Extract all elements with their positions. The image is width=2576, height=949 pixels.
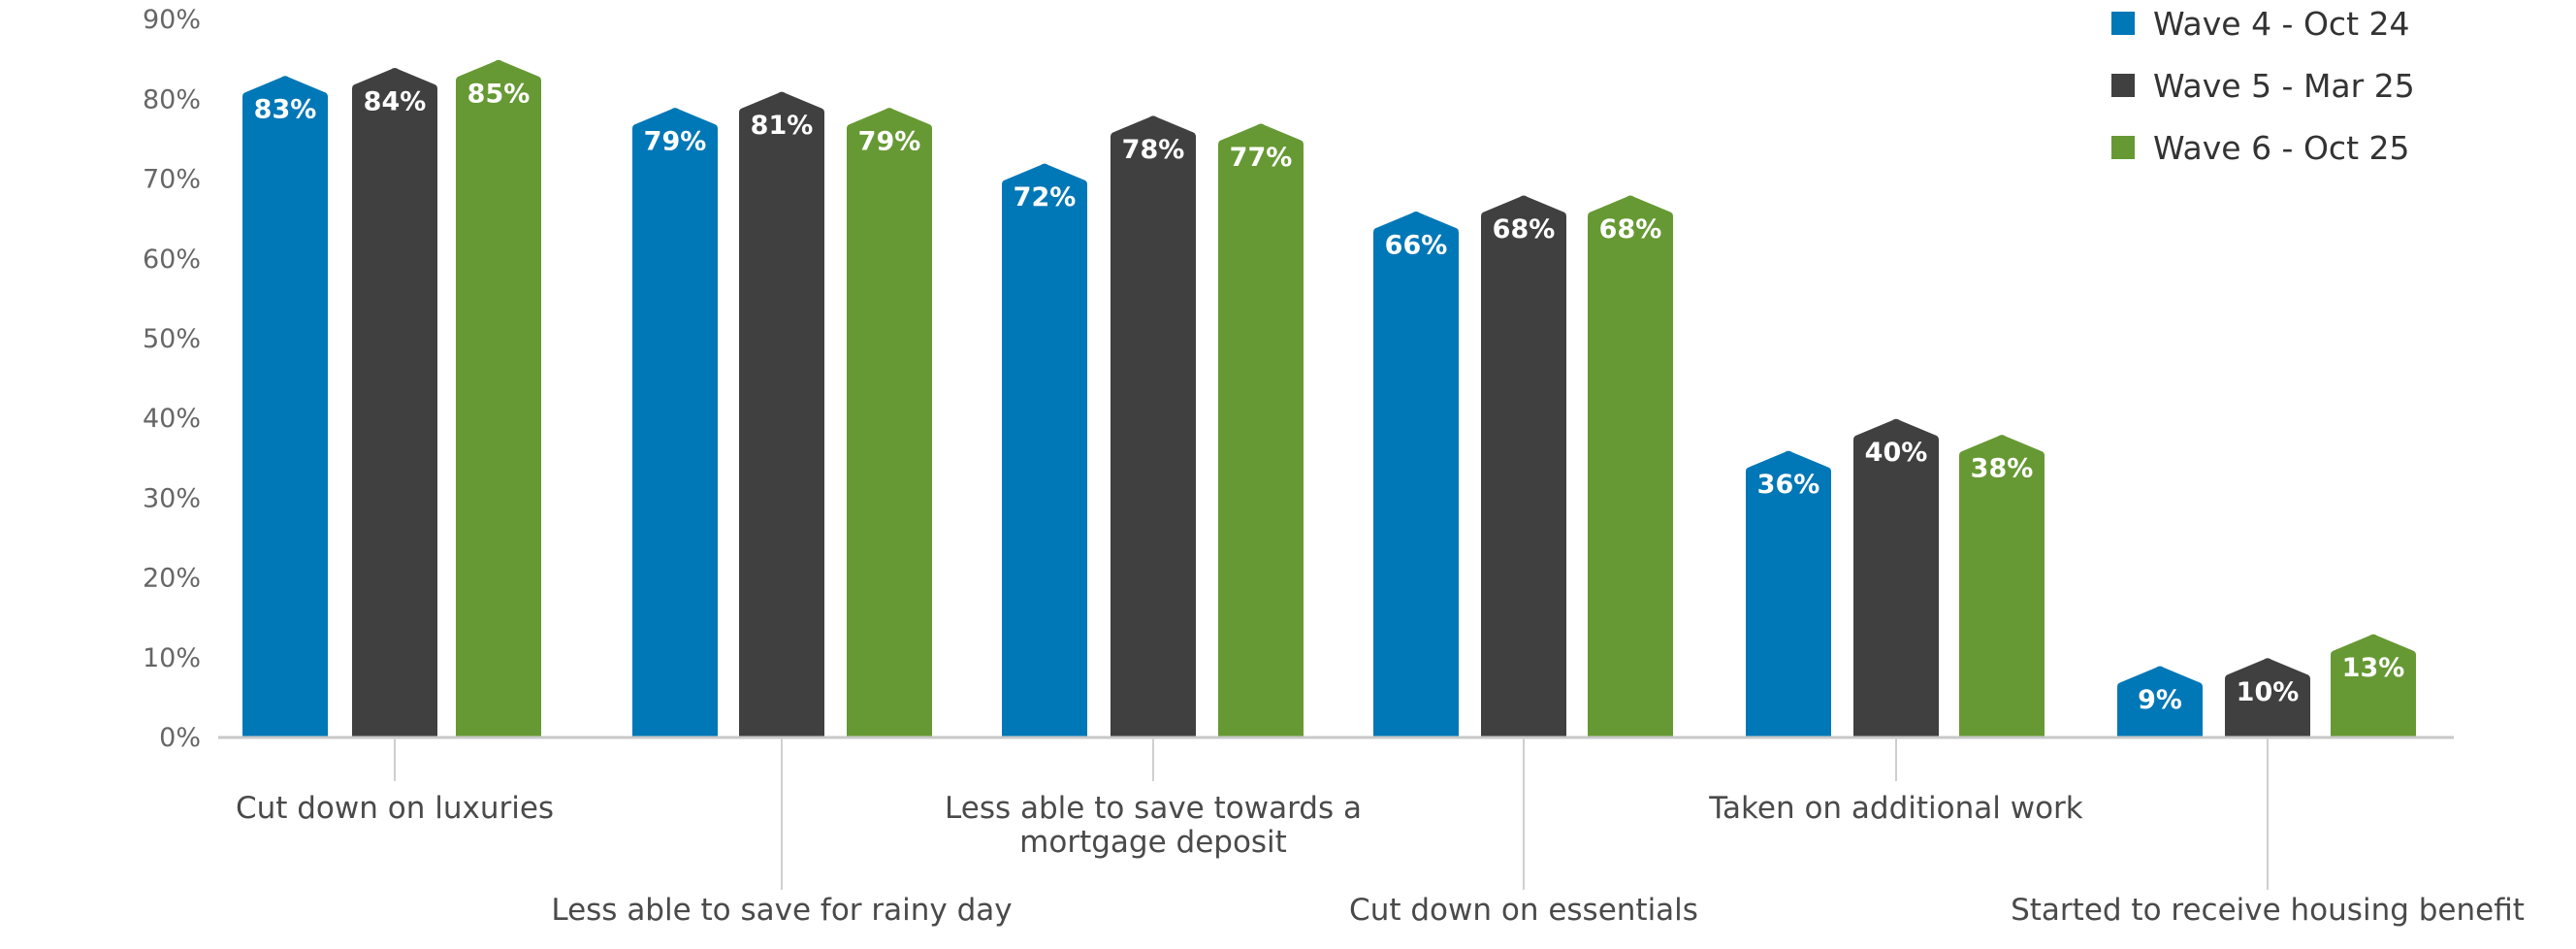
bar-1-2 bbox=[632, 108, 718, 738]
category-label: Started to receive housing benefit bbox=[2011, 893, 2525, 928]
bar-value-label: 79% bbox=[644, 127, 707, 157]
bar-value-label: 68% bbox=[1493, 214, 1556, 245]
legend: Wave 4 - Oct 24 Wave 5 - Mar 25 Wave 6 - O… bbox=[2111, 5, 2415, 167]
bar-1-3 bbox=[1002, 163, 1087, 737]
bar-2-4 bbox=[1481, 195, 1566, 738]
bar-1-5 bbox=[1746, 450, 1831, 737]
bar-1-4 bbox=[1373, 211, 1459, 738]
legend-swatch bbox=[2111, 12, 2135, 35]
bar-value-label: 81% bbox=[751, 111, 814, 141]
bar-2-6 bbox=[2225, 658, 2310, 737]
bar-1-6 bbox=[2117, 666, 2203, 737]
y-tick-label: 0% bbox=[159, 723, 201, 753]
legend-swatch bbox=[2111, 136, 2135, 159]
bar-2-5 bbox=[1853, 418, 1939, 737]
y-tick-label: 20% bbox=[143, 564, 201, 594]
bar-value-label: 85% bbox=[467, 79, 531, 109]
bar-value-label: 13% bbox=[2342, 653, 2405, 683]
bar-3-6 bbox=[2331, 634, 2416, 737]
bar-value-label: 68% bbox=[1599, 214, 1662, 245]
bar-3-4 bbox=[1588, 195, 1673, 738]
bar-value-label: 38% bbox=[1971, 454, 2034, 484]
bar-3-2 bbox=[847, 108, 932, 738]
bar-value-label: 84% bbox=[364, 87, 427, 117]
legend-label: Wave 6 - Oct 25 bbox=[2153, 129, 2409, 167]
category-label: Taken on additional work bbox=[1708, 791, 2083, 826]
legend-swatch bbox=[2111, 74, 2135, 97]
bar-2-1 bbox=[352, 68, 437, 737]
y-tick-label: 60% bbox=[143, 245, 201, 275]
bar-value-label: 66% bbox=[1385, 230, 1448, 260]
bar-value-label: 36% bbox=[1757, 470, 1820, 500]
bar-3-1 bbox=[456, 59, 541, 738]
legend-label: Wave 4 - Oct 24 bbox=[2153, 5, 2409, 43]
y-tick-label: 40% bbox=[143, 404, 201, 434]
y-tick-label: 90% bbox=[143, 5, 201, 35]
bar-3-5 bbox=[1959, 435, 2045, 737]
category-label: Cut down on luxuries bbox=[236, 791, 554, 826]
bar-value-label: 83% bbox=[254, 95, 317, 125]
bar-value-label: 10% bbox=[2237, 677, 2300, 707]
bar-value-label: 79% bbox=[858, 127, 921, 157]
x-axis: Cut down on luxuries Less able to save fo… bbox=[218, 736, 2525, 928]
y-axis: 0% 10% 20% 30% 40% 50% 60% 70% 80% 90% bbox=[143, 5, 201, 753]
y-tick-label: 10% bbox=[143, 643, 201, 673]
bar-2-3 bbox=[1111, 115, 1196, 738]
y-tick-label: 50% bbox=[143, 324, 201, 354]
legend-label: Wave 5 - Mar 25 bbox=[2153, 67, 2415, 105]
bar-value-label: 72% bbox=[1014, 182, 1077, 213]
bar-1-1 bbox=[242, 76, 328, 738]
category-label: Less able to save towards a bbox=[945, 791, 1362, 826]
category-label: Less able to save for rainy day bbox=[551, 893, 1012, 928]
y-tick-label: 30% bbox=[143, 483, 201, 513]
bars: 83% 79% 72% 66% 36% 9% 84% 81% 78% 68% 40% 10% 85% 79… bbox=[242, 59, 2416, 738]
category-label: Cut down on essentials bbox=[1349, 893, 1698, 928]
y-tick-label: 70% bbox=[143, 165, 201, 195]
y-tick-label: 80% bbox=[143, 84, 201, 115]
bar-value-label: 40% bbox=[1865, 438, 1928, 468]
bar-3-3 bbox=[1218, 123, 1304, 737]
bar-value-label: 9% bbox=[2138, 685, 2182, 715]
category-label: mortgage deposit bbox=[1019, 825, 1287, 860]
bar-value-label: 77% bbox=[1230, 143, 1293, 173]
bar-2-2 bbox=[739, 91, 824, 738]
bar-value-label: 78% bbox=[1122, 135, 1185, 165]
